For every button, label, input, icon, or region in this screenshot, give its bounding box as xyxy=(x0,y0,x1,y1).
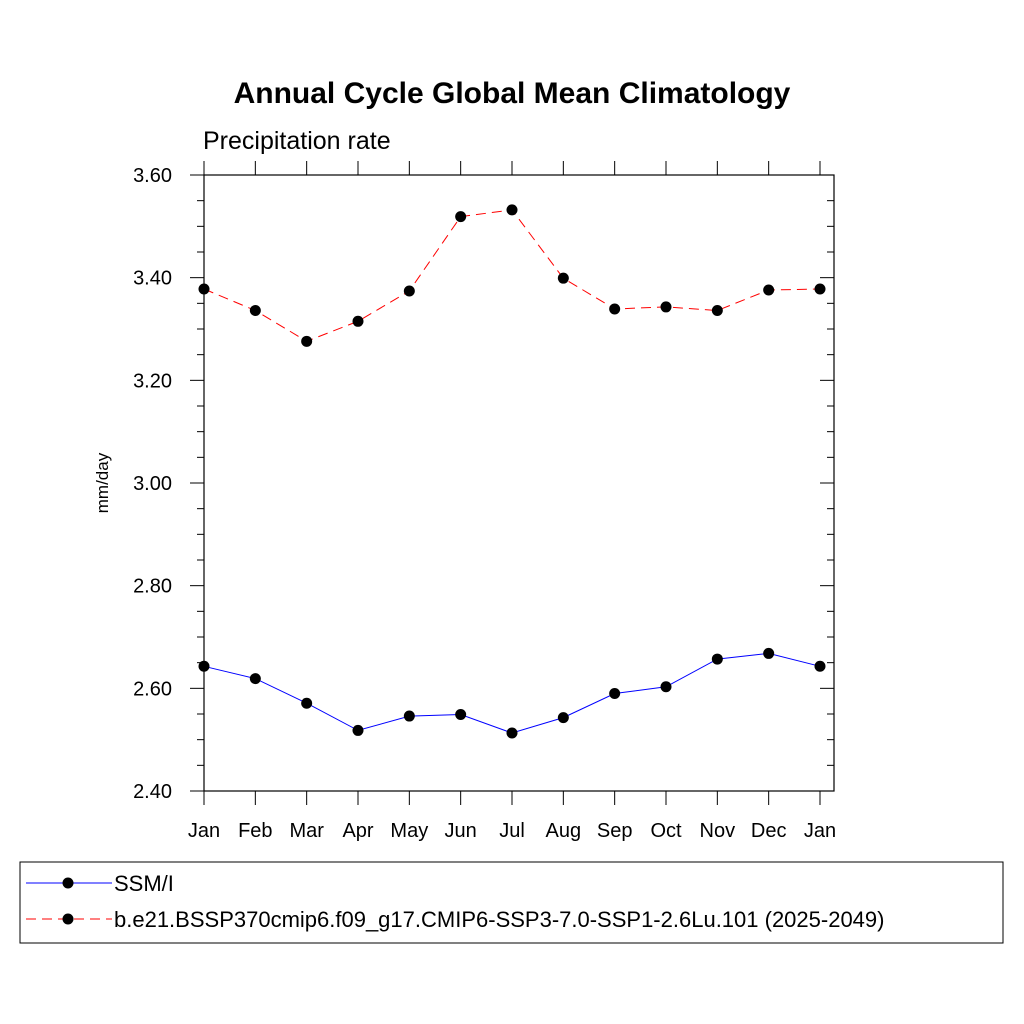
y-tick-label: 3.00 xyxy=(133,473,172,495)
series-point-1 xyxy=(763,284,775,296)
x-tick-label: Sep xyxy=(597,820,633,842)
y-tick-label: 3.40 xyxy=(133,268,172,290)
series-point-1 xyxy=(711,305,723,317)
x-tick-label: Jan xyxy=(804,820,836,842)
legend-marker-0 xyxy=(62,877,74,889)
x-tick-label: May xyxy=(390,820,428,842)
series-point-1 xyxy=(660,301,672,313)
series-point-1 xyxy=(557,272,569,284)
series-line-1 xyxy=(203,209,821,342)
series-point-0 xyxy=(660,681,672,693)
series-point-1 xyxy=(198,283,210,295)
plot-area: 2.40 2.60 2.80 3.00 3.20 3.40 3.60 Jan Feb Mar Apr… xyxy=(133,161,836,842)
series-line-0 xyxy=(203,652,821,734)
y-tick-label: 2.80 xyxy=(133,576,172,598)
series-point-1 xyxy=(249,305,261,317)
plot-frame xyxy=(203,174,835,792)
series-point-0 xyxy=(403,710,415,722)
series-point-1 xyxy=(352,315,364,327)
y-tick-label: 3.60 xyxy=(133,165,172,187)
x-tick-label: Oct xyxy=(650,820,682,842)
series-point-1 xyxy=(814,283,826,295)
series-point-1 xyxy=(403,285,415,297)
x-tick-label: Jan xyxy=(188,820,220,842)
legend-label-1: b.e21.BSSP370cmip6.f09_g17.CMIP6-SSP3-7.… xyxy=(114,907,884,932)
series-point-0 xyxy=(763,647,775,659)
series-point-0 xyxy=(557,712,569,724)
series-point-0 xyxy=(301,697,313,709)
series-point-0 xyxy=(198,660,210,672)
x-tick-label: Jun xyxy=(445,820,477,842)
y-tick-label: 2.60 xyxy=(133,678,172,700)
legend: SSM/I b.e21.BSSP370cmip6.f09_g17.CMIP6-SS… xyxy=(19,861,1004,944)
x-tick-label: Feb xyxy=(238,820,272,842)
chart-title: Annual Cycle Global Mean Climatology xyxy=(234,77,791,110)
series-point-0 xyxy=(352,724,364,736)
y-tick-label: 3.20 xyxy=(133,370,172,392)
series-point-0 xyxy=(249,673,261,685)
x-tick-label: Aug xyxy=(546,820,582,842)
series-point-0 xyxy=(814,660,826,672)
series-point-0 xyxy=(711,653,723,665)
y-tick-label: 2.40 xyxy=(133,781,172,803)
series-point-1 xyxy=(609,303,621,315)
series-point-1 xyxy=(506,204,518,216)
x-tick-label: Dec xyxy=(751,820,787,842)
series-point-0 xyxy=(455,709,467,721)
chart-subtitle: Precipitation rate xyxy=(203,127,391,155)
x-tick-label: Jul xyxy=(499,820,525,842)
x-tick-label: Mar xyxy=(289,820,324,842)
series-point-1 xyxy=(301,335,313,347)
legend-label-0: SSM/I xyxy=(114,871,174,896)
y-axis-label: mm/day xyxy=(93,452,112,513)
legend-box xyxy=(19,861,1004,944)
legend-marker-1 xyxy=(62,913,74,925)
x-tick-label: Apr xyxy=(342,820,373,842)
x-tick-label: Nov xyxy=(700,820,736,842)
series-point-0 xyxy=(506,727,518,739)
series-point-0 xyxy=(609,687,621,699)
series-point-1 xyxy=(455,211,467,223)
